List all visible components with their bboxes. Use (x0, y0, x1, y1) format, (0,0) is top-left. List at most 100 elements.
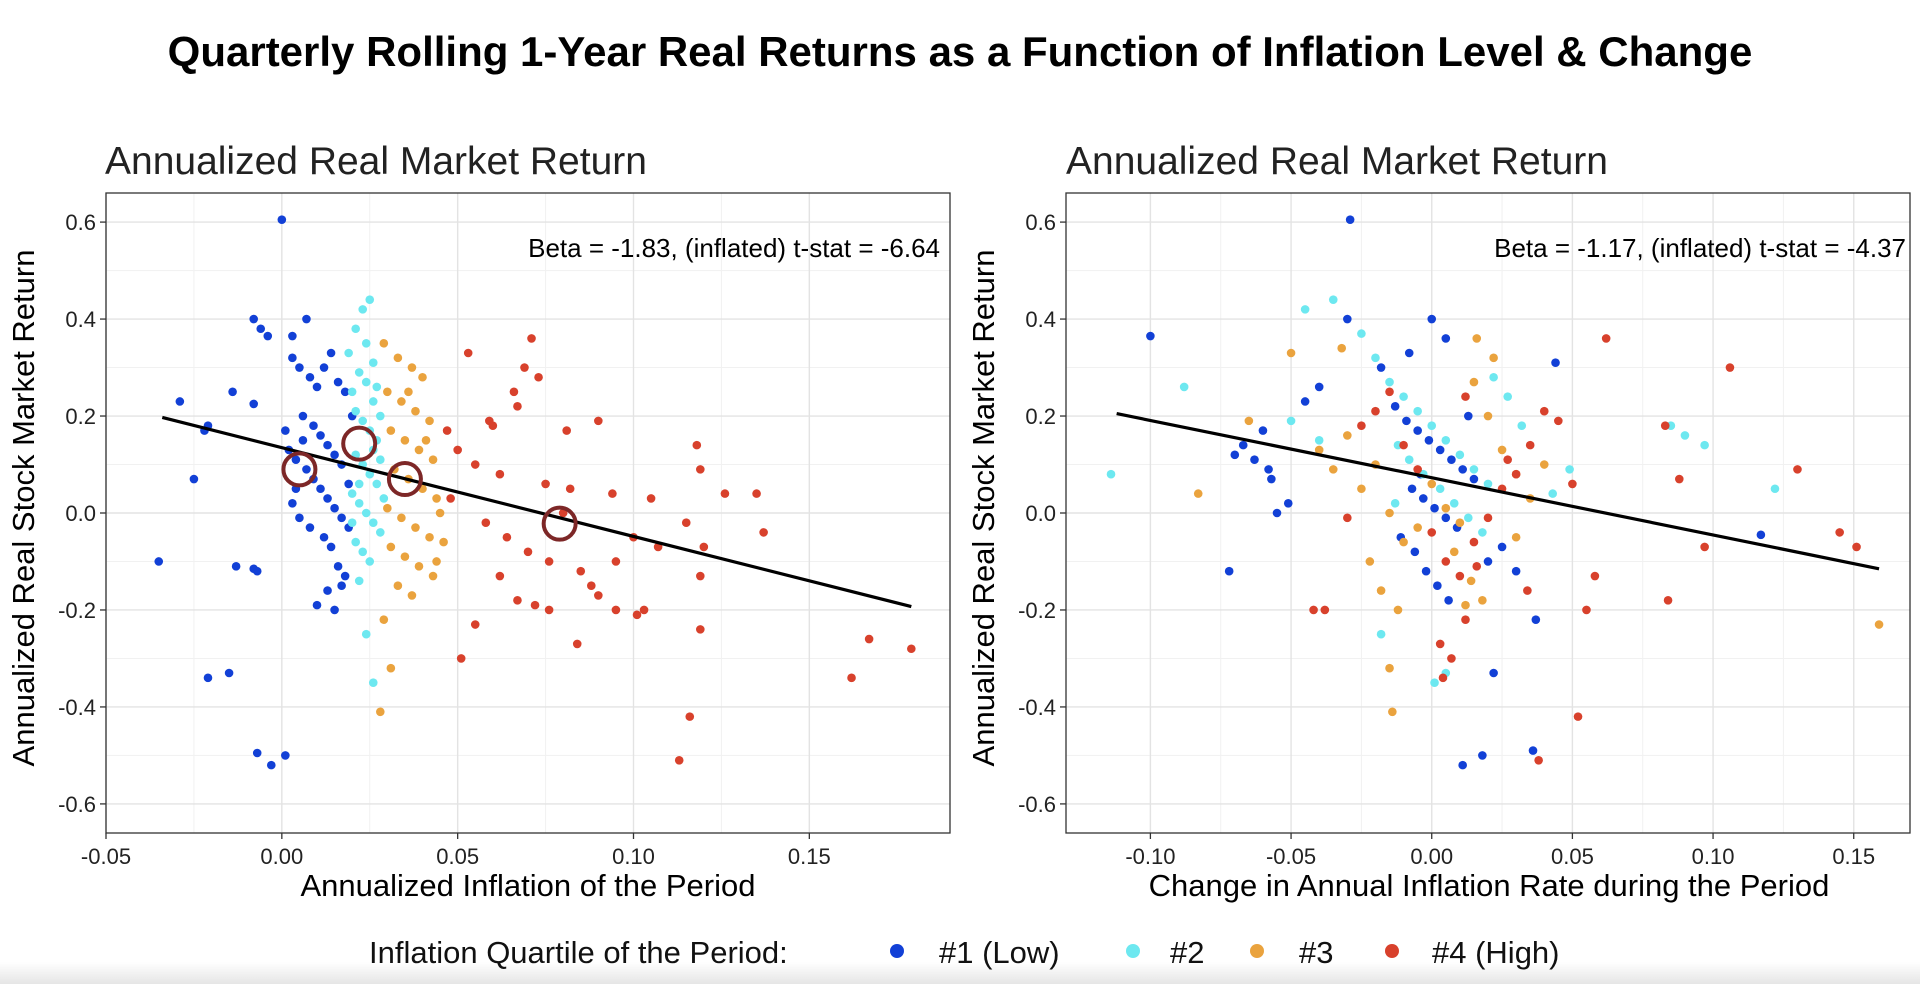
left-highlight-ring (386, 461, 423, 498)
right-point-q1 (1531, 615, 1541, 624)
left-point-q1 (189, 474, 199, 484)
left-x-axis-title: Annualized Inflation of the Period (301, 868, 756, 903)
right-point-q2 (1565, 465, 1574, 474)
right-point-q3 (1399, 537, 1408, 547)
left-point-q1 (252, 566, 262, 576)
left-point-q3 (376, 707, 385, 717)
left-y-tick-label: -0.4 (58, 695, 96, 720)
right-point-q4 (1590, 571, 1600, 581)
right-point-q3 (1497, 445, 1507, 455)
right-y-tick-label: -0.6 (1018, 792, 1056, 817)
left-point-q4 (534, 372, 543, 382)
right-point-q1 (1264, 465, 1273, 474)
left-point-q1 (344, 479, 353, 489)
right-point-q1 (1444, 595, 1453, 605)
left-point-q1 (340, 387, 350, 397)
left-point-q1 (305, 523, 315, 532)
left-point-q1 (333, 562, 343, 571)
left-highlight-ring (541, 505, 578, 542)
right-point-q3 (1385, 508, 1394, 518)
right-x-tick-label: 0.10 (1692, 844, 1735, 869)
left-point-q3 (411, 523, 420, 532)
left-point-q1 (340, 571, 350, 581)
right-point-q3 (1449, 547, 1459, 557)
left-point-q4 (488, 421, 498, 431)
right-point-q3 (1337, 343, 1347, 353)
left-point-q4 (699, 542, 709, 552)
left-point-q4 (594, 591, 603, 600)
right-point-q2 (1680, 431, 1690, 440)
left-point-q4 (470, 620, 480, 629)
right-point-q4 (1441, 557, 1451, 566)
left-point-q1 (312, 600, 322, 610)
left-point-q4 (565, 484, 575, 494)
left-point-q4 (456, 654, 466, 663)
left-point-q3 (425, 416, 434, 426)
right-regression-line (1116, 412, 1880, 571)
left-point-q4 (527, 334, 536, 343)
right-point-q4 (1469, 537, 1479, 547)
left-point-q4 (502, 532, 512, 542)
left-point-q2 (354, 576, 364, 586)
right-y-axis-title: Annualized Real Stock Market Return (966, 250, 1001, 767)
right-point-q4 (1539, 406, 1549, 416)
right-point-q1 (1404, 348, 1414, 358)
right-panel-border (1065, 192, 1911, 834)
right-point-q4 (1343, 513, 1352, 523)
left-point-q4 (470, 460, 480, 469)
right-point-q1 (1300, 397, 1310, 406)
right-point-q1 (1528, 746, 1538, 755)
left-point-q3 (435, 508, 445, 518)
main-title: Quarterly Rolling 1-Year Real Returns as… (167, 28, 1753, 75)
left-point-q2 (361, 377, 371, 387)
right-point-q3 (1874, 620, 1884, 629)
left-point-q3 (414, 445, 424, 455)
right-point-q1 (1390, 402, 1400, 411)
right-point-q2 (1399, 392, 1408, 401)
right-point-q3 (1385, 663, 1394, 673)
left-point-q3 (411, 406, 420, 416)
left-point-q1 (256, 324, 266, 334)
left-point-q1 (249, 399, 258, 409)
left-point-q2 (365, 295, 375, 304)
right-point-q3 (1343, 431, 1352, 440)
right-point-q2 (1357, 329, 1366, 338)
left-point-q4 (720, 489, 730, 498)
left-point-q3 (418, 372, 427, 382)
left-point-q3 (428, 455, 438, 464)
left-point-q4 (692, 440, 702, 450)
right-point-q1 (1272, 508, 1282, 518)
left-point-q2 (351, 537, 360, 547)
right-point-q2 (1328, 295, 1338, 304)
right-point-q4 (1503, 455, 1512, 464)
right-point-q4 (1447, 654, 1456, 663)
legend-label-q4: #4 (High) (1432, 935, 1560, 970)
left-point-q3 (383, 503, 392, 513)
right-point-q2 (1441, 435, 1451, 445)
left-point-q1 (175, 397, 185, 406)
left-highlight-ring (341, 425, 378, 462)
right-x-tick-label: -0.10 (1125, 844, 1175, 869)
left-panel-title: Annualized Real Market Return (105, 140, 647, 183)
right-point-q4 (1371, 406, 1380, 416)
left-point-q4 (523, 547, 533, 557)
left-point-q1 (277, 215, 287, 224)
left-y-tick-label: -0.6 (58, 792, 96, 817)
left-point-q1 (305, 372, 315, 382)
left-point-q2 (347, 489, 357, 498)
left-point-q2 (347, 518, 357, 527)
left-point-q2 (372, 382, 382, 392)
left-point-q3 (386, 542, 396, 552)
right-point-q1 (1283, 499, 1293, 508)
left-point-q1 (203, 673, 213, 683)
left-point-q2 (368, 678, 378, 687)
right-point-q1 (1314, 382, 1324, 392)
left-point-q2 (347, 387, 357, 397)
left-point-q1 (252, 748, 262, 758)
left-x-tick-label: -0.05 (81, 844, 131, 869)
left-point-q1 (281, 751, 290, 760)
right-point-q4 (1461, 615, 1470, 624)
left-point-q2 (379, 494, 389, 503)
right-x-tick-label: 0.00 (1410, 844, 1453, 869)
